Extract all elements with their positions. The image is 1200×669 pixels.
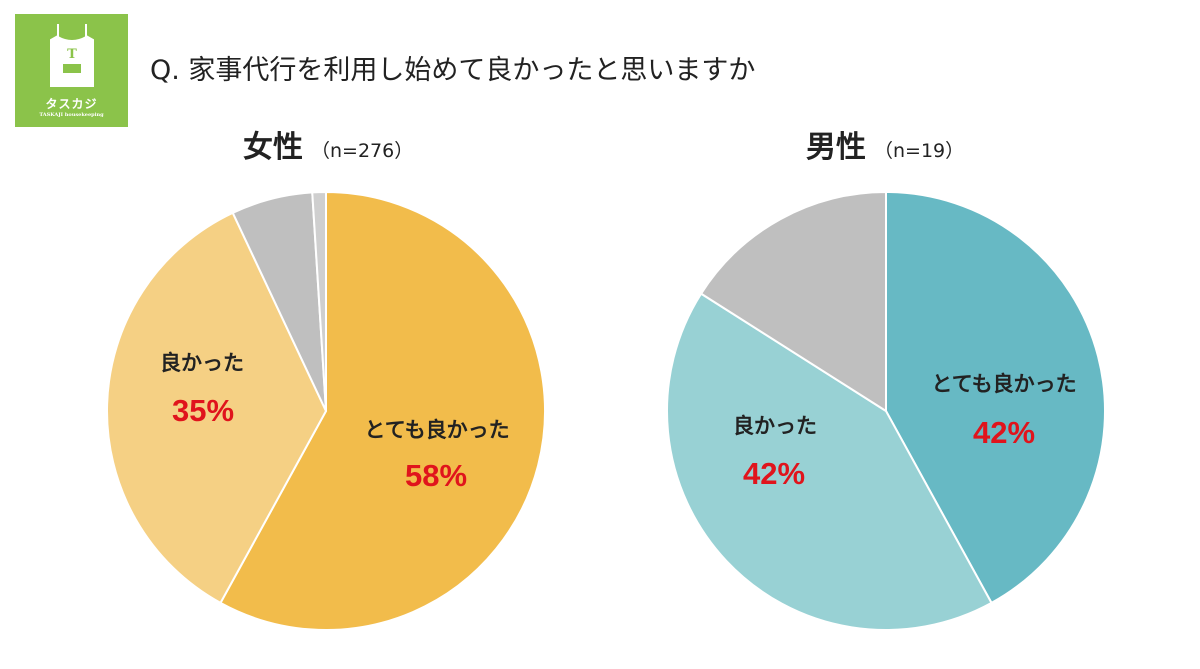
male-pie-slice-0 — [885, 190, 1106, 605]
male-chart-title: 男性 （n=19） — [806, 122, 964, 166]
male-slice-label-1: 良かった — [733, 414, 817, 438]
male-pie-slice-2 — [699, 190, 887, 413]
male-n-label: （n=19） — [874, 140, 965, 162]
logo-letter: T — [67, 47, 77, 62]
female-title-text: 女性 — [243, 130, 303, 165]
male-slice-label-0: とても良かった — [931, 372, 1076, 396]
male-title-text: 男性 — [806, 130, 866, 165]
female-chart-title: 女性 （n=276） — [243, 122, 413, 166]
female-slice-percent-0: 58% — [405, 458, 467, 493]
logo: T タスカジ TASKAJI housekeeping — [15, 14, 128, 127]
question-title: Q. 家事代行を利用し始めて良かったと思いますか — [150, 55, 756, 86]
logo-name: タスカジ — [45, 97, 98, 111]
logo-subtitle: TASKAJI housekeeping — [39, 112, 104, 118]
female-pie-slice-3 — [311, 190, 327, 412]
male-slice-percent-0: 42% — [973, 415, 1035, 450]
apron-icon: T — [50, 24, 94, 87]
female-slice-label-0: とても良かった — [364, 418, 509, 442]
female-pie-slice-1 — [106, 211, 328, 605]
male-pie-slice-1 — [666, 292, 993, 631]
female-slice-label-1: 良かった — [160, 351, 244, 375]
female-slice-percent-1: 35% — [172, 393, 234, 428]
female-n-label: （n=276） — [311, 140, 414, 162]
male-slice-percent-1: 42% — [743, 456, 805, 491]
female-pie-slice-0 — [219, 190, 546, 631]
